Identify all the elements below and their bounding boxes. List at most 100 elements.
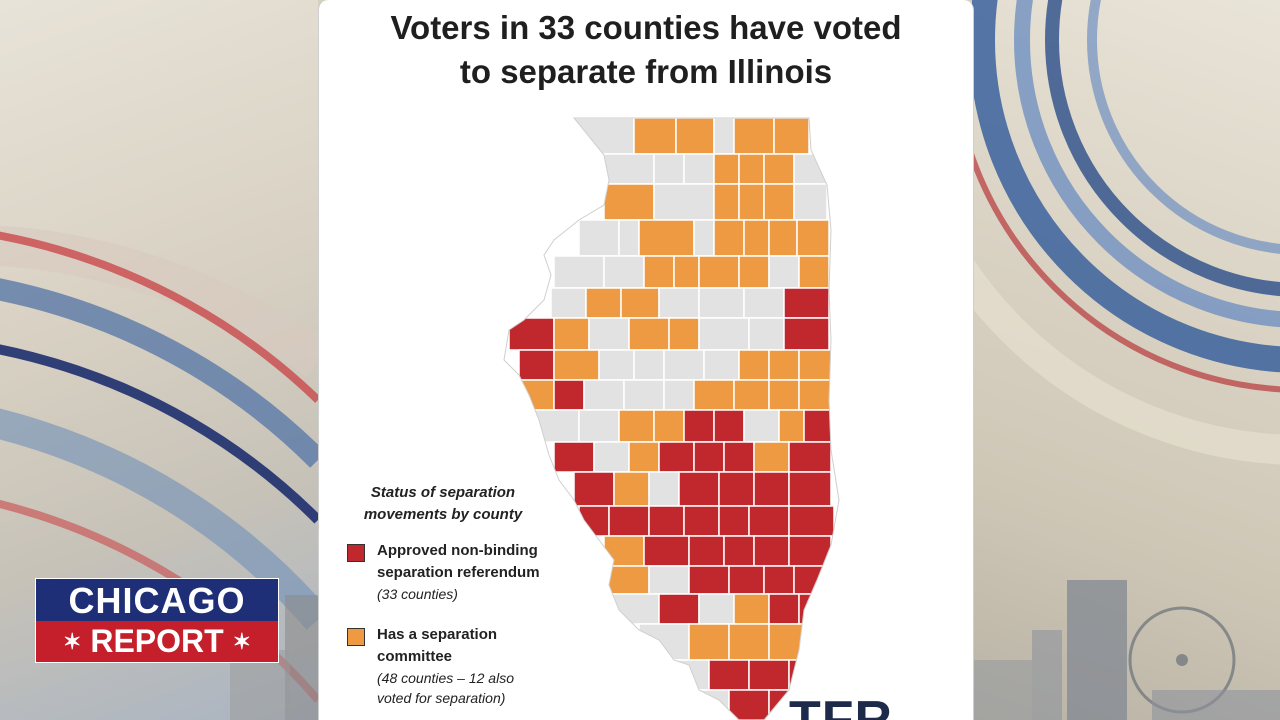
county-committee [803, 623, 815, 661]
county-no-movement [658, 287, 700, 319]
county-committee [768, 623, 805, 661]
county-no-movement [743, 287, 785, 319]
county-referendum [658, 441, 695, 473]
county-referendum [688, 535, 725, 567]
county-no-movement [623, 379, 665, 411]
county-referendum [693, 441, 725, 473]
map-title: Voters in 33 counties have voted to sepa… [319, 6, 973, 94]
source-logo: TFR [789, 690, 959, 720]
county-no-movement [618, 219, 640, 257]
legend-item-committee: Has a separation committee (48 counties … [343, 624, 603, 708]
county-no-movement [653, 153, 685, 185]
county-referendum [508, 317, 555, 351]
map-title-line-2: to separate from Illinois [459, 53, 833, 90]
county-no-movement [603, 255, 645, 289]
county-committee [668, 317, 700, 351]
county-no-movement [768, 255, 800, 289]
county-committee [798, 255, 830, 289]
county-no-movement [608, 593, 660, 625]
show-name-bottom: ✶ REPORT ✶ [36, 621, 278, 662]
show-name-bottom-text: REPORT [90, 623, 224, 659]
county-referendum [803, 409, 832, 443]
county-committee [688, 623, 730, 661]
county-committee [698, 255, 740, 289]
county-no-movement [683, 153, 715, 185]
county-committee [773, 118, 810, 155]
county-committee [738, 255, 770, 289]
county-committee [713, 219, 745, 257]
county-referendum [788, 441, 832, 473]
county-referendum [678, 471, 720, 507]
county-committee [778, 409, 805, 443]
county-committee [768, 219, 798, 257]
county-committee [643, 255, 675, 289]
legend-swatch-committee [347, 628, 365, 646]
star-left-icon: ✶ [63, 629, 82, 655]
county-no-movement [793, 183, 828, 221]
legend-swatch-referendum [347, 544, 365, 562]
county-no-movement [743, 409, 780, 443]
county-committee [763, 153, 795, 185]
county-referendum [643, 535, 690, 567]
county-referendum [713, 409, 745, 443]
map-title-line-1: Voters in 33 counties have voted [390, 9, 902, 46]
county-referendum [723, 535, 755, 567]
county-no-movement [550, 287, 587, 319]
show-lower-third: CHICAGO ✶ REPORT ✶ [35, 578, 279, 663]
background-right-panel [972, 0, 1280, 720]
county-committee [675, 118, 715, 155]
county-referendum [788, 535, 832, 567]
county-referendum [753, 471, 790, 507]
county-no-movement [648, 565, 690, 595]
county-referendum [708, 659, 750, 691]
county-committee [633, 118, 677, 155]
county-committee [713, 183, 740, 221]
county-no-movement [703, 349, 740, 381]
county-referendum [788, 505, 835, 537]
county-referendum [783, 317, 830, 351]
county-no-movement [553, 255, 605, 289]
county-committee [553, 317, 590, 351]
county-committee [753, 441, 790, 473]
county-referendum [783, 287, 830, 319]
county-committee [768, 379, 800, 411]
county-no-movement [578, 219, 620, 257]
county-committee [733, 593, 770, 625]
county-committee [628, 317, 670, 351]
county-committee [638, 219, 695, 257]
county-committee [673, 255, 700, 289]
legend-count-committee-line-1: (48 counties – 12 also [377, 670, 514, 686]
legend-item-referendum: Approved non-binding separation referend… [343, 540, 603, 604]
county-no-movement [583, 379, 625, 411]
county-referendum [683, 505, 720, 537]
county-committee [628, 441, 660, 473]
county-committee [603, 535, 645, 567]
county-referendum [728, 565, 765, 595]
legend-title-line-1: Status of separation [370, 484, 516, 501]
county-referendum [688, 565, 730, 595]
county-committee [585, 287, 622, 319]
county-committee [733, 379, 770, 411]
county-committee [620, 287, 660, 319]
county-committee [738, 349, 770, 381]
county-referendum [553, 441, 595, 473]
county-no-movement [698, 593, 735, 625]
county-referendum [793, 565, 825, 595]
county-committee [796, 219, 830, 257]
county-referendum [683, 409, 715, 443]
decorative-arcs-right [972, 0, 1280, 720]
county-committee [728, 623, 770, 661]
county-referendum [648, 505, 685, 537]
county-no-movement [693, 219, 715, 257]
county-no-movement [578, 409, 620, 443]
map-legend: Status of separation movements by county… [343, 482, 603, 708]
county-committee [738, 183, 765, 221]
county-committee [618, 409, 655, 443]
county-referendum [658, 593, 700, 625]
county-no-movement [748, 317, 785, 351]
county-no-movement [648, 471, 680, 507]
county-grid [504, 118, 835, 720]
source-logo-text: TFR [789, 691, 894, 720]
county-committee [713, 153, 740, 185]
county-referendum [748, 659, 790, 691]
